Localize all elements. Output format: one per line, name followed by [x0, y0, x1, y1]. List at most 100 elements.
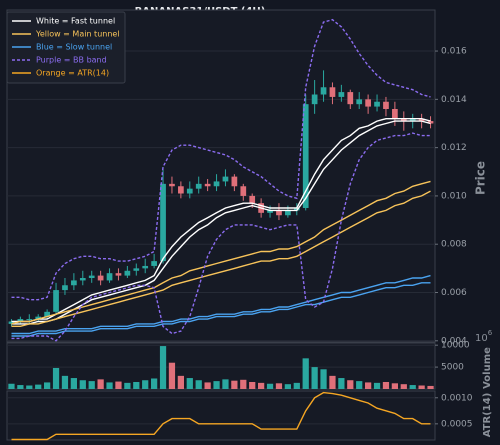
y-axis-label: Price [474, 161, 488, 195]
candle-body [62, 285, 68, 291]
overlay-line [11, 120, 431, 325]
candle-body [418, 118, 425, 122]
volume-bar [293, 382, 300, 389]
volume-bar [44, 382, 51, 389]
volume-bar [302, 358, 309, 389]
y-tick-label: 0.008 [441, 240, 467, 250]
volume-bar [222, 379, 229, 389]
candle-body [133, 268, 140, 271]
volume-bar [204, 382, 211, 389]
candle-body [311, 94, 318, 105]
candle-body [8, 321, 15, 324]
candle-body [302, 104, 309, 208]
candle-body [374, 101, 380, 107]
volume-bar [8, 383, 15, 389]
y-tick-label: 0.004 [441, 336, 467, 346]
candle-body [383, 101, 389, 109]
candle-body [285, 210, 291, 216]
candle-body [26, 319, 33, 321]
candle-body [276, 210, 282, 216]
volume-bar [400, 384, 407, 389]
volume-bar [97, 379, 104, 389]
y-tick-label: 10000 [441, 341, 470, 351]
volume-bar [418, 385, 425, 389]
volume-bar [266, 383, 274, 389]
candle-body [142, 265, 149, 269]
volume-bar [382, 381, 390, 389]
volume-bar [35, 384, 42, 389]
volume-bar [115, 381, 122, 389]
candle-body [392, 108, 398, 119]
candle-body [329, 87, 336, 97]
volume-bar [320, 369, 327, 389]
volume-bar [258, 382, 265, 389]
candle-body [195, 183, 202, 189]
volume-bar [249, 381, 256, 389]
candle-body [79, 278, 86, 281]
volume-bar [284, 384, 291, 389]
volume-bar [213, 381, 220, 389]
overlay-line [11, 132, 431, 342]
y-tick-label: 0.006 [441, 288, 467, 298]
volume-bar [168, 362, 176, 389]
y-tick-label: 0.010 [441, 191, 467, 201]
overlay-line [11, 118, 431, 323]
candle-body [17, 319, 24, 322]
volume-bar [79, 380, 86, 389]
volume-bar [151, 378, 158, 389]
candle-body [97, 275, 104, 281]
candle-body [338, 92, 345, 97]
volume-bar [186, 378, 193, 389]
overlay-line [11, 190, 431, 327]
volume-bar [61, 375, 69, 389]
candle-body [160, 183, 166, 262]
offset-label: 106 [475, 329, 493, 344]
panel [6, 342, 436, 390]
y-tick-label: 0.016 [441, 47, 467, 57]
legend-label: Orange = ATR(14) [36, 69, 109, 78]
candle-body [186, 188, 193, 194]
volume-bar [177, 375, 184, 389]
candle-body [213, 181, 220, 187]
volume-bar [231, 380, 238, 389]
y-tick-label: 0.0010 [441, 393, 473, 403]
y-axis-label: Volume [482, 347, 493, 389]
candle-body [400, 118, 407, 122]
legend-box [6, 11, 126, 84]
candle-body [222, 176, 229, 182]
legend-label: Blue = Slow tunnel [36, 43, 112, 52]
candle-body [88, 275, 95, 279]
overlay-line [11, 391, 431, 441]
volume-bar [195, 380, 202, 389]
volume-bar [365, 382, 372, 389]
volume-bar [240, 379, 247, 389]
volume-bar [373, 382, 381, 389]
volume-bar [124, 382, 131, 389]
y-tick-label: 0.014 [441, 95, 467, 105]
candle-body [53, 290, 59, 312]
overlay-line [11, 274, 431, 335]
volume-bar [17, 385, 24, 389]
overlay-line [11, 180, 431, 325]
volume-bar [142, 380, 149, 389]
y-tick-label: 0.0005 [441, 419, 473, 429]
candle-body [124, 270, 131, 276]
volume-bar [106, 382, 113, 389]
legend-label: White = Fast tunnel [36, 17, 115, 26]
volume-bar [329, 375, 336, 389]
volume-bar [70, 378, 77, 389]
overlay-line [11, 282, 431, 337]
offset-base: 10 [475, 333, 488, 344]
candle-body [240, 186, 247, 196]
y-tick-label: 0.012 [441, 143, 467, 153]
candle-body [35, 316, 42, 320]
overlay-line [11, 18, 431, 301]
candle-body [409, 118, 416, 122]
volume-bar [338, 378, 345, 389]
candle-body [204, 183, 211, 187]
candle-body [44, 311, 50, 317]
volume-bar [311, 367, 318, 389]
volume-bar [159, 346, 167, 389]
